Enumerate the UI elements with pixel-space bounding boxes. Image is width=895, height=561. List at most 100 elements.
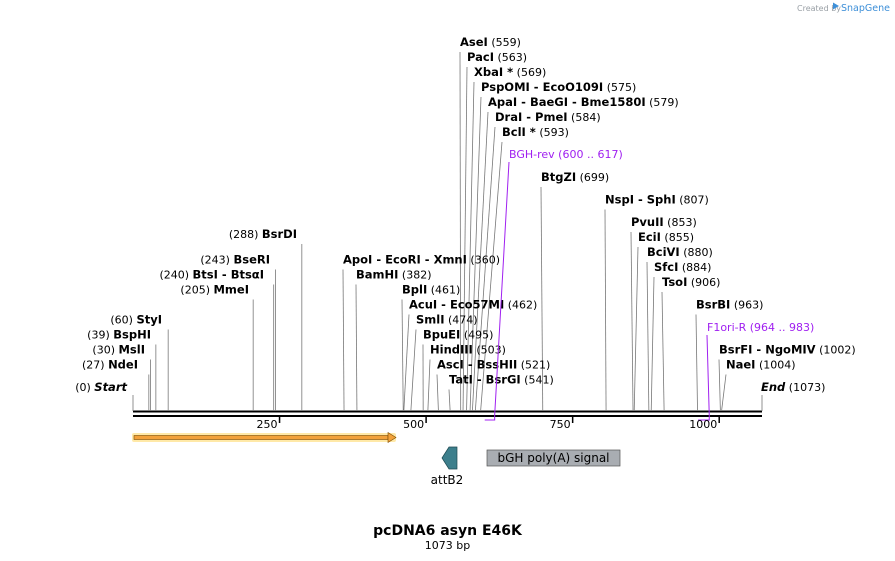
site-name: BclI *	[502, 125, 536, 139]
site-label-start[interactable]: (0) Start	[75, 380, 127, 394]
site-label-btgzi[interactable]: BtgZI (699)	[541, 170, 609, 184]
site-label-bcivi[interactable]: BciVI (880)	[647, 245, 713, 259]
site-pos: (462)	[504, 299, 537, 312]
site-label-hindiii[interactable]: HindIII (503)	[430, 343, 506, 357]
site-label-bseri[interactable]: (243) BseRI	[200, 253, 270, 267]
site-name: BsrBI	[696, 298, 730, 312]
site-pos: (205)	[180, 284, 213, 297]
site-label-tsoi[interactable]: TsoI (906)	[662, 275, 720, 289]
site-line-tati-bsrgi	[448, 389, 451, 412]
snapgene-logo-icon	[833, 2, 839, 10]
site-label-sfci[interactable]: SfcI (884)	[654, 260, 711, 274]
site-label-end[interactable]: End (1073)	[761, 380, 825, 394]
site-label-bcli[interactable]: BclI * (593)	[502, 125, 569, 139]
site-line-sfci	[650, 276, 655, 412]
site-name: AscI - BssHII	[437, 358, 517, 372]
site-pos: (1073)	[785, 381, 825, 394]
site-line-asci-bsshii	[436, 374, 439, 412]
site-pos: (461)	[427, 284, 460, 297]
site-label-bsrdi[interactable]: (288) BsrDI	[229, 227, 297, 241]
site-label-smli[interactable]: SmlI (474)	[416, 313, 478, 327]
site-pos: (27)	[82, 359, 108, 372]
primer-label-bgh-rev: BGH-rev (600 .. 617)	[509, 148, 623, 161]
site-label-paci[interactable]: PacI (563)	[467, 50, 527, 64]
site-name: MmeI	[213, 283, 249, 297]
site-label-ecii[interactable]: EciI (855)	[638, 230, 694, 244]
site-pos: (569)	[513, 66, 546, 79]
site-name: NspI - SphI	[605, 193, 676, 207]
site-name: BplI	[402, 283, 427, 297]
site-pos: (880)	[680, 246, 713, 259]
site-label-ndei[interactable]: (27) NdeI	[82, 358, 138, 372]
site-label-styi[interactable]: (60) StyI	[110, 313, 162, 327]
site-name: BpuEI	[423, 328, 460, 342]
site-line-bpli	[401, 299, 404, 412]
site-label-asei[interactable]: AseI (559)	[460, 35, 521, 49]
site-name: PacI	[467, 50, 494, 64]
site-name: SmlI	[416, 313, 445, 327]
site-label-apoi-ecori-xmni[interactable]: ApoI - EcoRI - XmnI (360)	[343, 253, 500, 267]
site-name: BtsI - BtsαI	[193, 268, 264, 282]
site-line-pvuii	[630, 231, 634, 412]
site-line-drai-pmei	[474, 126, 496, 412]
site-label-drai-pmei[interactable]: DraI - PmeI (584)	[495, 110, 601, 124]
site-line-paci	[462, 66, 468, 412]
site-pos: (474)	[445, 314, 478, 327]
site-line-naei	[721, 374, 727, 412]
site-name: AseI	[460, 35, 488, 49]
site-name: EciI	[638, 230, 661, 244]
credit-brand: SnapGene	[841, 3, 890, 14]
site-name: BsrDI	[262, 227, 297, 241]
site-label-pspomi-ecoo109i[interactable]: PspOMI - EcoO109I (575)	[481, 80, 636, 94]
site-label-mmei[interactable]: (205) MmeI	[180, 283, 249, 297]
site-name: HindIII	[430, 343, 473, 357]
site-line-apoi-ecori-xmni	[342, 269, 345, 412]
site-name: BspHI	[113, 328, 151, 342]
site-line-smli	[410, 329, 417, 412]
site-line-tsoi	[661, 291, 665, 412]
site-pos: (30)	[92, 344, 118, 357]
site-label-xbai[interactable]: XbaI * (569)	[474, 65, 546, 79]
site-pos: (541)	[521, 374, 554, 387]
site-pos: (963)	[730, 299, 763, 312]
site-label-tati-bsrgi[interactable]: TatI - BsrGI (541)	[449, 373, 554, 387]
site-label-bpli[interactable]: BplI (461)	[402, 283, 460, 297]
primer-label-f1ori-r: F1ori-R (964 .. 983)	[707, 321, 814, 334]
site-label-bamhi[interactable]: BamHI (382)	[356, 268, 432, 282]
site-name: StyI	[136, 313, 162, 327]
site-pos: (495)	[460, 329, 493, 342]
attb2-feature[interactable]	[441, 446, 458, 470]
bgh-polya-label: bGH poly(A) signal	[497, 451, 609, 465]
primer-f1ori-r[interactable]: F1ori-R (964 .. 983)	[698, 321, 814, 421]
site-label-asci-bsshii[interactable]: AscI - BssHII (521)	[437, 358, 550, 372]
site-label-msli[interactable]: (30) MslI	[92, 343, 145, 357]
site-line-bcli	[480, 141, 503, 412]
bgh-polya-feature[interactable]	[486, 449, 621, 467]
site-line-nspi-sphi	[604, 209, 607, 412]
site-label-btsi-bts-i[interactable]: (240) BtsI - BtsαI	[159, 268, 264, 282]
credit-prefix: Created by	[797, 4, 841, 13]
site-line-bsrbi	[695, 314, 698, 412]
orf-arrow[interactable]	[132, 431, 397, 444]
site-pos: (360)	[467, 254, 500, 267]
site-line-bamhi	[355, 284, 358, 412]
site-name: TatI - BsrGI	[449, 373, 521, 387]
site-name: DraI - PmeI	[495, 110, 568, 124]
site-pos: (1004)	[755, 359, 795, 372]
site-label-nspi-sphi[interactable]: NspI - SphI (807)	[605, 193, 709, 207]
site-pos: (906)	[687, 276, 720, 289]
site-label-acui-eco57mi[interactable]: AcuI - Eco57MI (462)	[409, 298, 537, 312]
sequence-backbone	[133, 410, 762, 417]
site-label-bsphi[interactable]: (39) BspHI	[87, 328, 151, 342]
site-line-apai-baegi-bme1580i	[472, 111, 489, 412]
site-label-bsrfi-ngomiv[interactable]: BsrFI - NgoMIV (1002)	[719, 343, 856, 357]
primer-bgh-rev[interactable]: BGH-rev (600 .. 617)	[484, 148, 623, 421]
site-name: BsrFI - NgoMIV	[719, 343, 816, 357]
site-label-naei[interactable]: NaeI (1004)	[726, 358, 796, 372]
site-label-bsrbi[interactable]: BsrBI (963)	[696, 298, 763, 312]
site-label-pvuii[interactable]: PvuII (853)	[631, 215, 697, 229]
tick-label-750: 750	[550, 418, 571, 431]
site-pos: (884)	[678, 261, 711, 274]
site-label-bpuei[interactable]: BpuEI (495)	[423, 328, 493, 342]
site-label-apai-baegi-bme1580i[interactable]: ApaI - BaeGI - Bme1580I (579)	[488, 95, 679, 109]
